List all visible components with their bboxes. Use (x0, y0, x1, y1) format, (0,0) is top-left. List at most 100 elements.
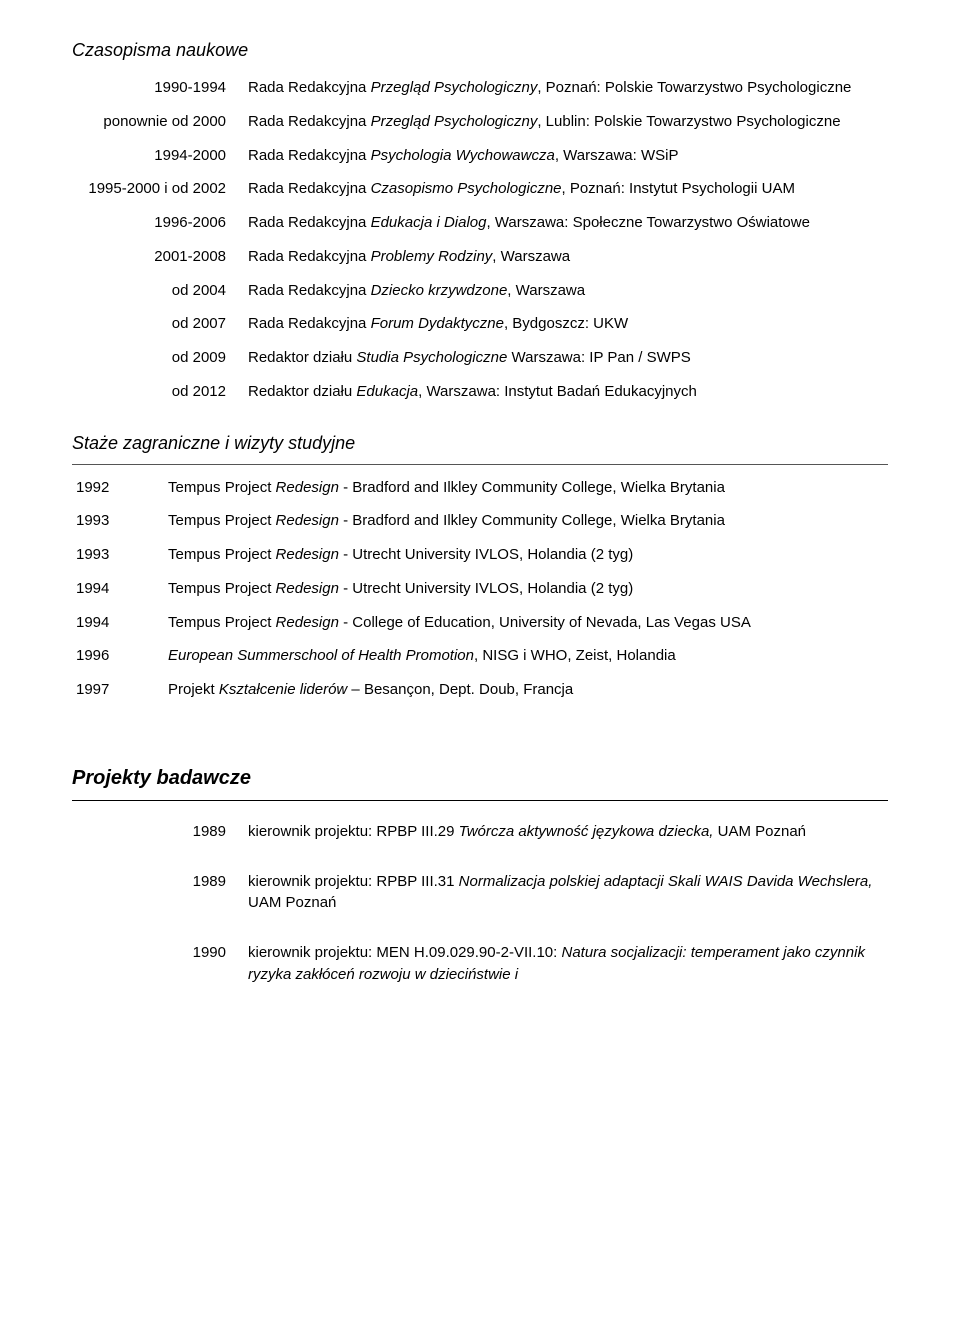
desc-cell: European Summerschool of Health Promotio… (164, 639, 888, 673)
italic-text: Psychologia Wychowawcza (371, 147, 555, 164)
desc-cell: kierownik projektu: RPBP III.29 Twórcza … (244, 807, 888, 857)
year-cell: 1990-1994 (72, 71, 244, 105)
italic-text: Normalizacja polskiej adaptacji Skali WA… (459, 873, 873, 890)
plain-text: Rada Redakcyjna (248, 79, 371, 96)
table-row: 1994Tempus Project Redesign - Utrecht Un… (72, 572, 888, 606)
plain-text: Rada Redakcyjna (248, 214, 371, 231)
plain-text: , Warszawa: Instytut Badań Edukacyjnych (418, 383, 697, 400)
table-row: od 2004Rada Redakcyjna Dziecko krzywdzon… (72, 274, 888, 308)
italic-text: Forum Dydaktyczne (371, 315, 504, 332)
staze-table: 1992Tempus Project Redesign - Bradford a… (72, 471, 888, 707)
plain-text: , Bydgoszcz: UKW (504, 315, 628, 332)
italic-text: Czasopismo Psychologiczne (371, 180, 562, 197)
table-row: od 2012Redaktor działu Edukacja, Warszaw… (72, 375, 888, 409)
plain-text: kierownik projektu: RPBP III.29 (248, 823, 459, 840)
table-row: 1990kierownik projektu: MEN H.09.029.90-… (72, 928, 888, 1000)
desc-cell: kierownik projektu: MEN H.09.029.90-2-VI… (244, 928, 888, 1000)
table-row: 1994-2000Rada Redakcyjna Psychologia Wyc… (72, 139, 888, 173)
plain-text: Redaktor działu (248, 383, 356, 400)
year-cell: 1996-2006 (72, 206, 244, 240)
table-row: 1994Tempus Project Redesign - College of… (72, 606, 888, 640)
table-row: 1993Tempus Project Redesign - Utrecht Un… (72, 538, 888, 572)
year-cell: 1997 (72, 673, 164, 707)
year-cell: od 2012 (72, 375, 244, 409)
plain-text: Projekt (168, 681, 219, 698)
year-cell: 1993 (72, 538, 164, 572)
desc-cell: kierownik projektu: RPBP III.31 Normaliz… (244, 857, 888, 929)
desc-cell: Tempus Project Redesign - Utrecht Univer… (164, 572, 888, 606)
year-cell: 2001-2008 (72, 240, 244, 274)
plain-text: Tempus Project (168, 512, 276, 529)
year-cell: od 2004 (72, 274, 244, 308)
desc-cell: Rada Redakcyjna Edukacja i Dialog, Warsz… (244, 206, 888, 240)
plain-text: Tempus Project (168, 614, 276, 631)
year-cell: 1994 (72, 606, 164, 640)
divider (72, 464, 888, 465)
plain-text: , Poznań: Polskie Towarzystwo Psychologi… (537, 79, 851, 96)
table-row: 1992Tempus Project Redesign - Bradford a… (72, 471, 888, 505)
plain-text: Warszawa: IP Pan / SWPS (507, 349, 690, 366)
italic-text: Edukacja (356, 383, 418, 400)
plain-text: Rada Redakcyjna (248, 282, 371, 299)
table-row: 2001-2008Rada Redakcyjna Problemy Rodzin… (72, 240, 888, 274)
divider (72, 800, 888, 801)
table-row: 1990-1994Rada Redakcyjna Przegląd Psycho… (72, 71, 888, 105)
desc-cell: Tempus Project Redesign - Bradford and I… (164, 471, 888, 505)
italic-text: Kształcenie liderów (219, 681, 347, 698)
table-row: ponownie od 2000Rada Redakcyjna Przegląd… (72, 105, 888, 139)
year-cell: 1990 (72, 928, 244, 1000)
plain-text: , Warszawa (507, 282, 585, 299)
plain-text: UAM Poznań (713, 823, 806, 840)
table-row: od 2007Rada Redakcyjna Forum Dydaktyczne… (72, 307, 888, 341)
desc-cell: Tempus Project Redesign - Bradford and I… (164, 504, 888, 538)
plain-text: Rada Redakcyjna (248, 180, 371, 197)
projekty-table: 1989kierownik projektu: RPBP III.29 Twór… (72, 807, 888, 1000)
year-cell: ponownie od 2000 (72, 105, 244, 139)
italic-text: Redesign (276, 512, 339, 529)
plain-text: , NISG i WHO, Zeist, Holandia (474, 647, 676, 664)
plain-text: , Warszawa: Społeczne Towarzystwo Oświat… (486, 214, 809, 231)
section-staze: Staże zagraniczne i wizyty studyjne 1992… (72, 433, 888, 707)
plain-text: Rada Redakcyjna (248, 315, 371, 332)
plain-text: , Warszawa: WSiP (555, 147, 679, 164)
desc-cell: Rada Redakcyjna Psychologia Wychowawcza,… (244, 139, 888, 173)
plain-text: Rada Redakcyjna (248, 248, 371, 265)
desc-cell: Rada Redakcyjna Forum Dydaktyczne, Bydgo… (244, 307, 888, 341)
year-cell: 1994 (72, 572, 164, 606)
plain-text: Rada Redakcyjna (248, 147, 371, 164)
year-cell: 1996 (72, 639, 164, 673)
plain-text: – Besançon, Dept. Doub, Francja (347, 681, 573, 698)
italic-text: Redesign (276, 614, 339, 631)
table-row: od 2009Redaktor działu Studia Psychologi… (72, 341, 888, 375)
plain-text: - Utrecht University IVLOS, Holandia (2 … (339, 580, 633, 597)
plain-text: - Utrecht University IVLOS, Holandia (2 … (339, 546, 633, 563)
table-row: 1996-2006Rada Redakcyjna Edukacja i Dial… (72, 206, 888, 240)
year-cell: 1994-2000 (72, 139, 244, 173)
italic-text: European Summerschool of Health Promotio… (168, 647, 474, 664)
year-cell: 1993 (72, 504, 164, 538)
plain-text: Tempus Project (168, 479, 276, 496)
czasopisma-table: 1990-1994Rada Redakcyjna Przegląd Psycho… (72, 71, 888, 409)
plain-text: kierownik projektu: MEN H.09.029.90-2-VI… (248, 944, 561, 961)
plain-text: Tempus Project (168, 546, 276, 563)
desc-cell: Rada Redakcyjna Przegląd Psychologiczny,… (244, 105, 888, 139)
italic-text: Edukacja i Dialog (371, 214, 487, 231)
year-cell: 1989 (72, 807, 244, 857)
section-czasopisma: Czasopisma naukowe 1990-1994Rada Redakcy… (72, 40, 888, 409)
desc-cell: Rada Redakcyjna Problemy Rodziny, Warsza… (244, 240, 888, 274)
italic-text: Studia Psychologiczne (356, 349, 507, 366)
plain-text: , Warszawa (492, 248, 570, 265)
plain-text: Rada Redakcyjna (248, 113, 371, 130)
table-row: 1989kierownik projektu: RPBP III.29 Twór… (72, 807, 888, 857)
italic-text: Dziecko krzywdzone (371, 282, 508, 299)
table-row: 1993Tempus Project Redesign - Bradford a… (72, 504, 888, 538)
italic-text: Redesign (276, 479, 339, 496)
desc-cell: Tempus Project Redesign - College of Edu… (164, 606, 888, 640)
table-row: 1995-2000 i od 2002Rada Redakcyjna Czaso… (72, 172, 888, 206)
desc-cell: Rada Redakcyjna Dziecko krzywdzone, Wars… (244, 274, 888, 308)
plain-text: - Bradford and Ilkley Community College,… (339, 512, 725, 529)
plain-text: , Poznań: Instytut Psychologii UAM (562, 180, 795, 197)
section-title: Projekty badawcze (72, 767, 888, 790)
italic-text: Redesign (276, 580, 339, 597)
desc-cell: Rada Redakcyjna Przegląd Psychologiczny,… (244, 71, 888, 105)
